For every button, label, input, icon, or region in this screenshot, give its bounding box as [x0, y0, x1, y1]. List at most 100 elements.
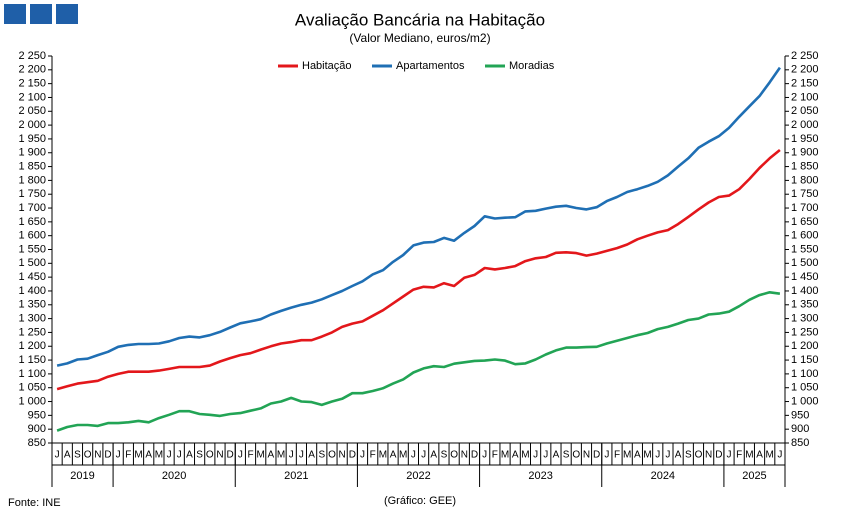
- x-tick-label: F: [614, 450, 620, 461]
- x-tick-label: F: [370, 450, 376, 461]
- x-tick-label: A: [308, 450, 315, 461]
- y2-tick-label: 1 600: [791, 230, 819, 242]
- x-tick-label: S: [318, 450, 325, 461]
- x-tick-label: F: [736, 450, 742, 461]
- y-tick-label: 1 950: [18, 133, 46, 145]
- y-tick-label: 1 600: [18, 230, 46, 242]
- legend-label: Apartamentos: [396, 60, 465, 72]
- y-tick-label: 1 700: [18, 202, 46, 214]
- series-line: [56, 291, 781, 432]
- x-tick-label: D: [104, 450, 111, 461]
- y2-tick-label: 1 850: [791, 160, 819, 172]
- x-tick-label: F: [492, 450, 498, 461]
- x-tick-label: N: [583, 450, 590, 461]
- x-tick-label: S: [563, 450, 570, 461]
- y-tick-label: 1 750: [18, 188, 46, 200]
- x-tick-label: A: [145, 450, 152, 461]
- x-tick-label: F: [125, 450, 131, 461]
- y2-tick-label: 1 950: [791, 133, 819, 145]
- credit: (Gráfico: GEE): [384, 495, 456, 507]
- y-tick-label: 2 200: [18, 64, 46, 76]
- x-tick-label: M: [623, 450, 631, 461]
- x-tick-label: J: [665, 450, 670, 461]
- logo-block: [4, 4, 26, 24]
- x-tick-label: M: [257, 450, 265, 461]
- x-tick-label: S: [196, 450, 203, 461]
- y-tick-label: 1 000: [18, 395, 46, 407]
- year-label: 2021: [284, 470, 308, 482]
- y2-tick-label: 1 250: [791, 326, 819, 338]
- y-tick-label: 2 000: [18, 119, 46, 131]
- y-tick-label: 1 500: [18, 257, 46, 269]
- x-tick-label: J: [55, 450, 60, 461]
- x-tick-label: N: [94, 450, 101, 461]
- x-tick-label: J: [167, 450, 172, 461]
- x-tick-label: A: [553, 450, 560, 461]
- y2-tick-label: 2 100: [791, 91, 819, 103]
- x-tick-label: J: [543, 450, 548, 461]
- y-tick-label: 1 850: [18, 160, 46, 172]
- x-tick-label: O: [206, 450, 214, 461]
- year-label: 2024: [651, 470, 675, 482]
- x-tick-label: N: [461, 450, 468, 461]
- y2-tick-label: 950: [791, 409, 809, 421]
- y2-tick-label: 1 150: [791, 354, 819, 366]
- y2-tick-label: 1 650: [791, 216, 819, 228]
- y-tick-label: 1 400: [18, 285, 46, 297]
- x-tick-label: J: [727, 450, 732, 461]
- x-tick-label: M: [643, 450, 651, 461]
- x-tick-label: J: [482, 450, 487, 461]
- x-tick-label: A: [390, 450, 397, 461]
- x-tick-label: J: [604, 450, 609, 461]
- x-tick-label: A: [186, 450, 193, 461]
- x-tick-label: M: [501, 450, 509, 461]
- x-tick-label: N: [216, 450, 223, 461]
- series-line: [56, 66, 781, 367]
- x-tick-label: S: [74, 450, 81, 461]
- x-tick-label: A: [756, 450, 763, 461]
- y-tick-label: 2 050: [18, 105, 46, 117]
- legend-label: Habitação: [302, 60, 352, 72]
- y2-tick-label: 1 550: [791, 243, 819, 255]
- year-label: 2020: [162, 470, 186, 482]
- x-tick-label: J: [360, 450, 365, 461]
- y-tick-label: 850: [28, 437, 46, 449]
- y-tick-label: 2 250: [18, 50, 46, 62]
- x-tick-label: J: [421, 450, 426, 461]
- y2-tick-label: 2 150: [791, 78, 819, 90]
- y2-tick-label: 850: [791, 437, 809, 449]
- x-tick-label: J: [655, 450, 660, 461]
- x-tick-label: J: [533, 450, 538, 461]
- logo-block: [56, 4, 78, 24]
- y-tick-label: 1 050: [18, 382, 46, 394]
- y-tick-label: 1 200: [18, 340, 46, 352]
- y2-tick-label: 1 450: [791, 271, 819, 283]
- x-tick-label: D: [349, 450, 356, 461]
- x-tick-label: D: [227, 450, 234, 461]
- year-label: 2025: [742, 470, 766, 482]
- y2-tick-label: 1 400: [791, 285, 819, 297]
- y-tick-label: 1 450: [18, 271, 46, 283]
- x-tick-label: F: [247, 450, 253, 461]
- x-tick-label: M: [277, 450, 285, 461]
- y-tick-label: 1 800: [18, 174, 46, 186]
- x-tick-label: J: [238, 450, 243, 461]
- y2-tick-label: 1 100: [791, 368, 819, 380]
- y-tick-label: 2 150: [18, 78, 46, 90]
- chart-title: Avaliação Bancária na Habitação: [295, 10, 545, 29]
- x-tick-label: D: [593, 450, 600, 461]
- x-tick-label: M: [379, 450, 387, 461]
- y2-tick-label: 1 200: [791, 340, 819, 352]
- x-tick-label: N: [705, 450, 712, 461]
- y-tick-label: 1 650: [18, 216, 46, 228]
- x-tick-label: A: [512, 450, 519, 461]
- y-tick-label: 1 350: [18, 299, 46, 311]
- logo-block: [30, 4, 52, 24]
- y-tick-label: 900: [28, 423, 46, 435]
- x-tick-label: N: [339, 450, 346, 461]
- y2-tick-label: 2 050: [791, 105, 819, 117]
- y-tick-label: 1 150: [18, 354, 46, 366]
- y-tick-label: 1 900: [18, 147, 46, 159]
- y2-tick-label: 1 000: [791, 395, 819, 407]
- y2-tick-label: 2 250: [791, 50, 819, 62]
